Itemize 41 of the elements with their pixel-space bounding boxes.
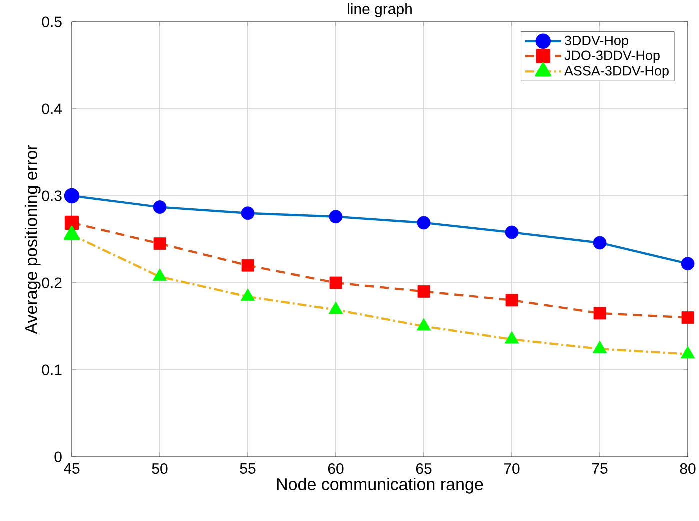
point [504, 331, 520, 344]
point [417, 216, 431, 230]
x-axis-title: Node communication range [277, 478, 484, 494]
point [153, 200, 167, 214]
point [241, 206, 255, 220]
x-tick-label: 65 [416, 464, 432, 474]
point [594, 307, 606, 320]
point [682, 312, 694, 324]
point [328, 302, 344, 314]
point [506, 294, 518, 307]
legend-label: 3DDV-Hop [564, 36, 628, 48]
y-tick-label: 0.4 [42, 104, 62, 114]
chart-title: line graph [348, 4, 412, 18]
point [416, 318, 432, 331]
point [418, 286, 430, 298]
x-tick-label: 80 [680, 464, 696, 474]
point [329, 210, 343, 224]
point [505, 226, 519, 240]
legend-label: JDO-3DDV-Hop [564, 50, 660, 64]
y-tick-label: 0.3 [42, 190, 62, 202]
point [154, 238, 166, 250]
point [592, 340, 608, 354]
point [152, 268, 168, 282]
point [242, 259, 254, 272]
point [680, 346, 696, 359]
point [240, 288, 256, 302]
y-tick-label: 0.2 [42, 278, 62, 288]
point [330, 276, 342, 290]
point [681, 257, 695, 271]
x-tick-label: 50 [152, 464, 168, 474]
y-tick-label: 0 [54, 452, 62, 462]
legend-label: ASSA-3DDV-Hop [564, 66, 669, 78]
y-axis-title: Average positioning error [24, 145, 41, 334]
x-tick-label: 55 [240, 464, 256, 474]
y-tick-label: 0.1 [42, 364, 62, 376]
point [593, 236, 607, 250]
y-tick-label: 0.5 [42, 16, 62, 28]
x-tick-label: 75 [592, 464, 608, 474]
x-tick-label: 45 [64, 464, 80, 474]
x-tick-label: 70 [504, 464, 520, 474]
x-tick-label: 60 [328, 464, 344, 474]
